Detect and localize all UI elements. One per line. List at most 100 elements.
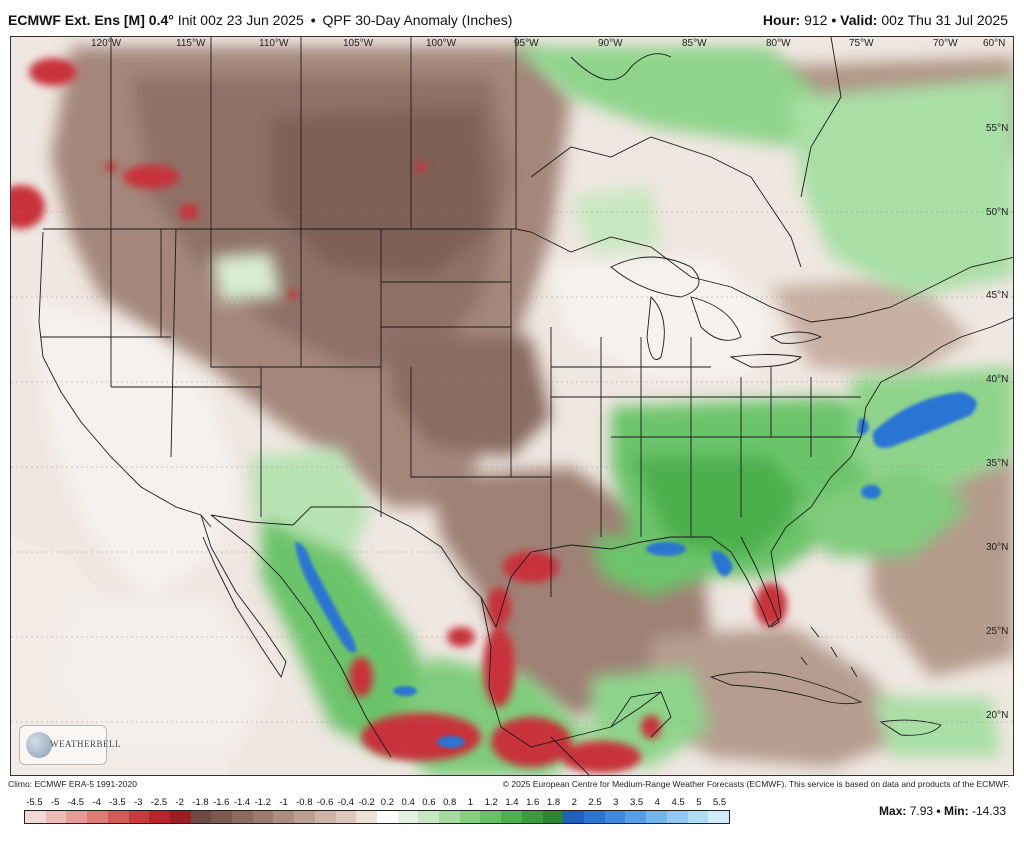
state-lines (41, 228, 861, 597)
colorbar-swatch (376, 811, 398, 823)
colorbar-swatch (397, 811, 419, 823)
strong-dry-spots (11, 58, 787, 773)
bahamas (800, 626, 858, 678)
colorbar-tick-label: 1.4 (505, 797, 519, 808)
lat-label-30n: 30°N (986, 542, 1009, 553)
colorbar-swatch (583, 811, 605, 823)
colorbar-tick-label: 1 (467, 797, 474, 808)
colorbar (24, 810, 730, 824)
colorbar-tick-label: -0.2 (358, 797, 375, 808)
lon-label-120w: 120°W (91, 38, 122, 49)
colorbar-swatch (66, 811, 88, 823)
lon-label-100w: 100°W (426, 38, 457, 49)
yucatan-coast (610, 691, 672, 738)
colorbar-tick-label: 0.6 (422, 797, 436, 808)
map-canvas (11, 37, 1013, 775)
lat-label-40n: 40°N (986, 374, 1009, 385)
colorbar-tick-label: 2.5 (588, 797, 602, 808)
weatherbell-logo: WEATHERBELL (19, 725, 121, 765)
gulf-coast (480, 436, 862, 629)
colorbar-swatch (45, 811, 67, 823)
colorbar-tick-label: -2 (175, 797, 184, 808)
colorbar-swatch (273, 811, 295, 823)
lon-label-85w: 85°W (682, 38, 707, 49)
valid-label: Valid: (840, 12, 878, 28)
lon-label-80w: 80°W (766, 38, 791, 49)
colorbar-tick-label: -0.6 (316, 797, 334, 808)
init-time: Init 00z 23 Jun 2025 (177, 12, 304, 28)
colorbar-tick-label: 0.4 (401, 797, 415, 808)
colorbar-swatch (459, 811, 481, 823)
stats-separator: • (936, 804, 941, 818)
colorbar-tick-label: -4 (92, 797, 101, 808)
colorbar-swatch (480, 811, 502, 823)
lat-label-60n: 60°N (983, 38, 1006, 49)
pacific-ocean (11, 537, 231, 775)
us-canada-border (43, 228, 1013, 323)
lon-label-90w: 90°W (598, 38, 623, 49)
wet-anomaly-areas (211, 47, 1013, 775)
lon-label-115w: 115°W (176, 38, 206, 49)
valid-separator: • (831, 12, 837, 28)
colorbar-tick-label: 5 (696, 797, 702, 808)
colorbar-swatch (107, 811, 129, 823)
colorbar-swatch (211, 811, 233, 823)
colorbar-swatch (294, 811, 315, 823)
colorbar-tick-label: 3.5 (629, 797, 644, 808)
colorbar-swatch (356, 811, 377, 823)
colorbar-swatch (232, 811, 253, 823)
colorbar-swatch (169, 811, 191, 823)
us-west-coast (38, 231, 212, 528)
baja-coast (200, 514, 287, 679)
colorbar-swatch (666, 811, 688, 823)
colorbar-swatch (335, 811, 357, 823)
cuba-coast (709, 671, 863, 705)
colorbar-tick-label: -1.4 (233, 797, 251, 808)
hour-label: Hour: (762, 12, 801, 28)
colorbar-tick-label: -0.8 (296, 797, 313, 808)
logo-text: WEATHERBELL (50, 739, 121, 749)
min-value: -14.33 (971, 804, 1006, 818)
climo-note: Climo: ECMWF ERA-5 1991-2020 (8, 779, 137, 789)
max-min-stats: Max: 7.93 • Min: -14.33 (879, 804, 1006, 818)
colorbar-tick-label: -1 (279, 797, 288, 808)
lat-label-45n: 45°N (986, 290, 1009, 301)
max-label: Max: (879, 804, 907, 818)
colorbar-swatch (439, 811, 460, 823)
colorbar-swatch (190, 811, 212, 823)
lon-label-70w: 70°W (933, 38, 958, 49)
colorbar-tick-label: -1.6 (213, 797, 230, 808)
colorbar-tick-label: -3.5 (109, 797, 126, 808)
florida-coast (740, 536, 780, 628)
colorbar-tick-label: 2 (571, 797, 577, 808)
precip-anomaly-map: 120°W 115°W 110°W 105°W 100°W 95°W 90°W … (10, 36, 1014, 776)
colorbar-swatch (625, 811, 647, 823)
valid-info: Hour: 912 • Valid: 00z Thu 31 Jul 2025 (763, 12, 1008, 28)
lon-label-75w: 75°W (849, 38, 874, 49)
map-header: ECMWF Ext. Ens [M] 0.4° Init 00z 23 Jun … (0, 0, 1024, 36)
lat-label-25n: 25°N (986, 626, 1009, 637)
hispaniola-coast (879, 719, 942, 736)
graticule (11, 211, 1013, 723)
colorbar-swatch (542, 811, 564, 823)
map-title: ECMWF Ext. Ens [M] 0.4° Init 00z 23 Jun … (8, 12, 512, 28)
colorbar-swatch (149, 811, 170, 823)
colorbar-swatch (646, 811, 667, 823)
colorbar-swatch (128, 811, 150, 823)
colorbar-swatch (87, 811, 108, 823)
min-label: Min: (943, 804, 969, 818)
colorbar-tick-label: 1.2 (484, 797, 498, 808)
colorbar-tick-label: -1.2 (254, 797, 271, 808)
colorbar-labels: -5.5 -5 -4.5 -4 -3.5 -3 -2.5 -2 -1.8 -1.6 -1.4 -1.2… (24, 797, 744, 809)
mexico-west-coast (210, 514, 392, 758)
northeast-coast (860, 317, 1013, 438)
colorbar-swatch (252, 811, 274, 823)
colorbar-swatch (708, 811, 729, 823)
colorbar-swatch (563, 811, 584, 823)
colorbar-tick-label: -2.5 (150, 797, 168, 808)
us-mexico-border (210, 506, 482, 598)
colorbar-tick-label: 4.5 (671, 797, 685, 808)
colorbar-tick-label: 4 (654, 797, 660, 808)
lat-label-35n: 35°N (986, 458, 1009, 469)
colorbar-tick-label: -4.5 (67, 797, 85, 808)
